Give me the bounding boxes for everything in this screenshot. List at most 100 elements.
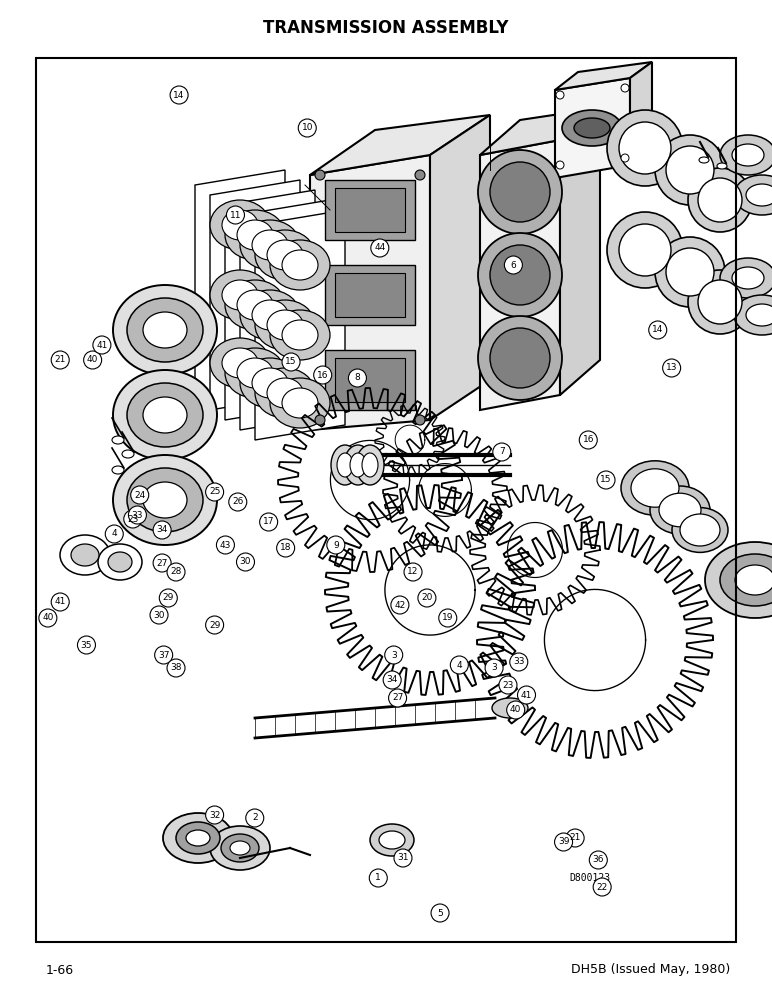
Circle shape [391, 596, 409, 614]
Text: 27: 27 [392, 694, 403, 702]
Text: 34: 34 [387, 676, 398, 684]
Text: 30: 30 [154, 610, 164, 619]
Ellipse shape [698, 280, 742, 324]
Circle shape [418, 589, 436, 607]
Circle shape [648, 321, 667, 339]
Ellipse shape [344, 445, 372, 485]
Text: 23: 23 [503, 680, 513, 690]
Text: 41: 41 [55, 597, 66, 606]
Ellipse shape [607, 212, 683, 288]
Ellipse shape [222, 348, 258, 378]
Ellipse shape [225, 210, 285, 260]
Ellipse shape [415, 415, 425, 425]
Polygon shape [255, 210, 345, 440]
Text: 42: 42 [394, 600, 405, 609]
Text: 3: 3 [491, 664, 497, 672]
Ellipse shape [655, 135, 725, 205]
Circle shape [593, 878, 611, 896]
Ellipse shape [255, 230, 315, 280]
Polygon shape [310, 115, 490, 175]
Ellipse shape [490, 162, 550, 222]
Ellipse shape [237, 358, 273, 388]
Circle shape [167, 563, 185, 581]
Ellipse shape [556, 91, 564, 99]
Ellipse shape [270, 378, 330, 428]
Text: 12: 12 [408, 568, 418, 576]
Text: 29: 29 [163, 593, 174, 602]
Ellipse shape [240, 220, 300, 270]
Ellipse shape [315, 170, 325, 180]
Polygon shape [430, 115, 490, 420]
Ellipse shape [225, 348, 285, 398]
Ellipse shape [655, 237, 725, 307]
Ellipse shape [734, 295, 772, 335]
Circle shape [348, 369, 367, 387]
Circle shape [371, 239, 389, 257]
Circle shape [128, 506, 147, 524]
Text: 33: 33 [132, 510, 143, 520]
Text: 38: 38 [171, 664, 181, 672]
Text: 43: 43 [220, 540, 231, 550]
Text: 32: 32 [209, 810, 220, 820]
Circle shape [597, 471, 615, 489]
Text: 29: 29 [209, 620, 220, 630]
Circle shape [205, 483, 224, 501]
Ellipse shape [370, 824, 414, 856]
Circle shape [431, 904, 449, 922]
Circle shape [517, 686, 536, 704]
Text: 27: 27 [157, 558, 168, 568]
Ellipse shape [71, 544, 99, 566]
Polygon shape [560, 108, 600, 395]
Ellipse shape [112, 436, 124, 444]
Ellipse shape [562, 110, 622, 146]
Text: 24: 24 [134, 490, 145, 499]
Ellipse shape [607, 110, 683, 186]
Text: 31: 31 [398, 854, 408, 862]
Text: 14: 14 [652, 326, 663, 334]
Circle shape [282, 353, 300, 371]
Ellipse shape [666, 146, 714, 194]
Text: 40: 40 [510, 706, 521, 714]
Ellipse shape [315, 415, 325, 425]
Text: 11: 11 [230, 211, 241, 220]
Ellipse shape [225, 280, 285, 330]
Ellipse shape [478, 150, 562, 234]
Circle shape [554, 833, 573, 851]
Ellipse shape [415, 170, 425, 180]
Ellipse shape [717, 163, 727, 169]
Circle shape [51, 351, 69, 369]
Ellipse shape [222, 280, 258, 310]
Circle shape [276, 539, 295, 557]
Ellipse shape [350, 453, 366, 477]
Text: 16: 16 [317, 370, 328, 379]
Ellipse shape [240, 290, 300, 340]
Circle shape [124, 510, 142, 528]
Circle shape [493, 443, 511, 461]
Ellipse shape [210, 270, 270, 320]
Ellipse shape [230, 841, 250, 855]
Circle shape [383, 671, 401, 689]
Text: 2: 2 [252, 814, 258, 822]
Text: 26: 26 [232, 497, 243, 506]
Ellipse shape [688, 168, 752, 232]
Circle shape [205, 616, 224, 634]
Ellipse shape [698, 178, 742, 222]
Circle shape [499, 676, 517, 694]
Circle shape [229, 493, 247, 511]
Text: 17: 17 [263, 518, 274, 526]
Ellipse shape [490, 328, 550, 388]
Bar [36, 58, 736, 942]
Ellipse shape [619, 224, 671, 276]
Text: 23: 23 [127, 514, 138, 524]
Ellipse shape [732, 267, 764, 289]
Polygon shape [480, 140, 560, 410]
Ellipse shape [621, 154, 629, 162]
Circle shape [384, 646, 403, 664]
Text: 7: 7 [499, 448, 505, 456]
Ellipse shape [379, 831, 405, 849]
Text: 41: 41 [96, 340, 107, 350]
Ellipse shape [337, 453, 353, 477]
Text: 33: 33 [513, 658, 524, 666]
Ellipse shape [237, 220, 273, 250]
Text: 25: 25 [209, 488, 220, 496]
